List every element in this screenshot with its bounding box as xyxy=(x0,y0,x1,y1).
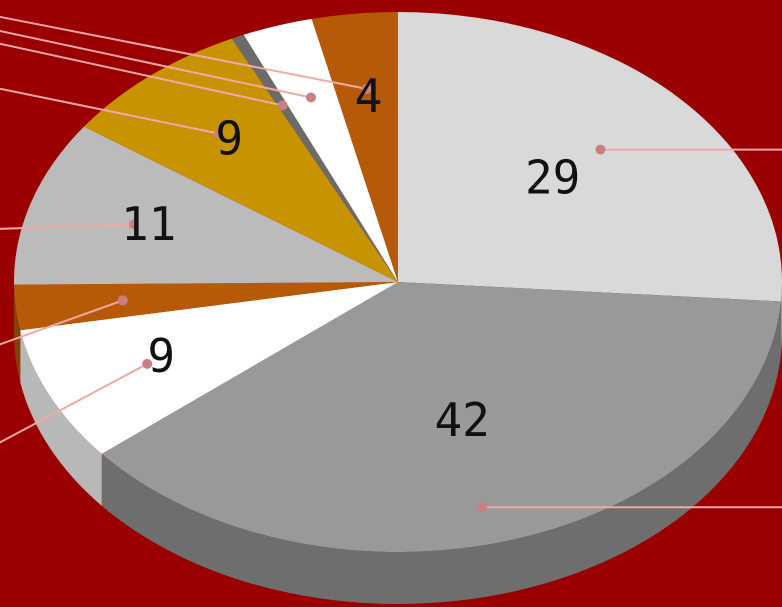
slice-label-4: 11 xyxy=(121,197,176,251)
pie-slice-4 xyxy=(14,126,399,285)
leader-dot-0 xyxy=(595,144,606,155)
leader-line-7 xyxy=(0,30,312,99)
leader-line-2 xyxy=(0,363,148,444)
pie-slice-3 xyxy=(14,282,399,331)
leader-lines xyxy=(0,15,782,513)
slice-label-8: 4 xyxy=(355,69,383,123)
leader-dot-6 xyxy=(277,100,288,111)
leader-line-5 xyxy=(0,87,220,135)
leader-dot-5 xyxy=(214,128,225,139)
pie-side-3 xyxy=(14,284,21,383)
pie-slice-6 xyxy=(231,34,398,282)
leader-line-6 xyxy=(0,42,283,107)
pie-slice-1 xyxy=(101,282,781,553)
leader-dot-4 xyxy=(129,219,140,230)
leader-dot-3 xyxy=(117,295,128,306)
leader-line-3 xyxy=(0,299,124,346)
leader-line-4 xyxy=(0,223,135,230)
pie-slice-5 xyxy=(83,38,399,282)
slice-label-2: 9 xyxy=(147,329,175,383)
pie-slices xyxy=(14,12,782,553)
pie-slice-2 xyxy=(20,282,398,454)
leader-dot-2 xyxy=(142,358,153,369)
pie-slice-8 xyxy=(311,12,398,282)
slice-label-0: 29 xyxy=(525,150,580,204)
slice-label-1: 42 xyxy=(434,393,489,447)
pie-side-1 xyxy=(101,301,781,604)
slice-label-5: 9 xyxy=(215,111,243,165)
leader-line-8 xyxy=(0,15,367,90)
slice-labels: 29 42 9 11 9 4 xyxy=(121,69,580,447)
pie-side-2 xyxy=(20,330,102,506)
leader-dot-7 xyxy=(306,92,317,103)
leader-dot-1 xyxy=(477,502,488,513)
pie-slice-7 xyxy=(243,18,398,283)
pie-slice-0 xyxy=(398,12,782,302)
leader-dot-8 xyxy=(361,83,372,94)
